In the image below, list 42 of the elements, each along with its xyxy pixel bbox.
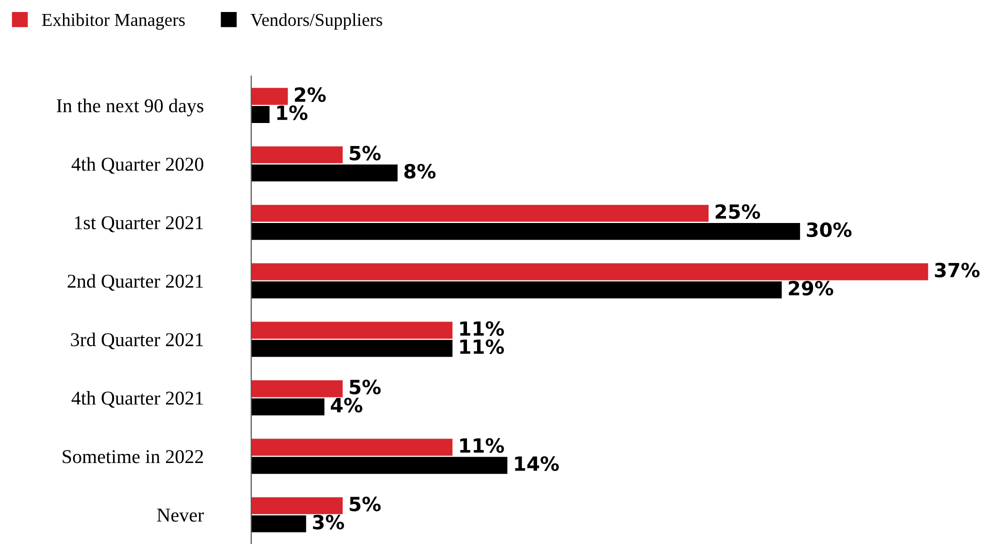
bar xyxy=(251,438,452,456)
bar xyxy=(251,263,928,280)
bar xyxy=(251,88,288,105)
bar xyxy=(251,146,343,164)
data-label: 29% xyxy=(788,280,834,296)
bar xyxy=(251,204,709,222)
bar xyxy=(251,164,398,182)
bar xyxy=(251,222,800,240)
legend-label: Exhibitor Managers xyxy=(42,13,185,30)
bar xyxy=(251,340,452,357)
data-label: 11% xyxy=(460,321,504,336)
bar xyxy=(251,322,452,339)
bar xyxy=(251,515,306,532)
data-label: 5% xyxy=(350,380,381,394)
data-label: 2% xyxy=(294,87,326,102)
data-label: 25% xyxy=(716,204,760,219)
y-tick-label: Never xyxy=(157,508,204,522)
y-tick-label: In the next 90 days xyxy=(56,98,204,116)
bar xyxy=(251,456,508,474)
data-label: 4% xyxy=(330,398,362,413)
bar xyxy=(251,398,324,416)
data-label: 11% xyxy=(460,438,504,453)
y-tick-label: 2nd Quarter 2021 xyxy=(68,274,203,291)
data-label: 30% xyxy=(806,222,852,238)
data-label: 8% xyxy=(404,164,436,179)
data-label: 5% xyxy=(350,496,381,512)
y-tick-label: 4th Quarter 2021 xyxy=(72,391,203,408)
y-tick-label: 1st Quarter 2021 xyxy=(75,216,203,232)
y-tick-label: Sometime in 2022 xyxy=(62,450,203,464)
data-label: 1% xyxy=(277,105,308,120)
bar xyxy=(251,281,782,298)
data-label: 37% xyxy=(934,262,980,278)
data-label: 5% xyxy=(350,146,381,160)
data-label: 14% xyxy=(515,456,559,471)
data-label: 3% xyxy=(312,514,344,530)
bar xyxy=(251,497,343,514)
data-label: 11% xyxy=(460,339,504,354)
legend-label: Vendors/Suppliers xyxy=(250,13,382,30)
y-tick-label: 4th Quarter 2020 xyxy=(72,157,204,174)
bar xyxy=(251,380,343,398)
y-tick-label: 3rd Quarter 2021 xyxy=(71,332,203,350)
bar xyxy=(251,106,270,123)
